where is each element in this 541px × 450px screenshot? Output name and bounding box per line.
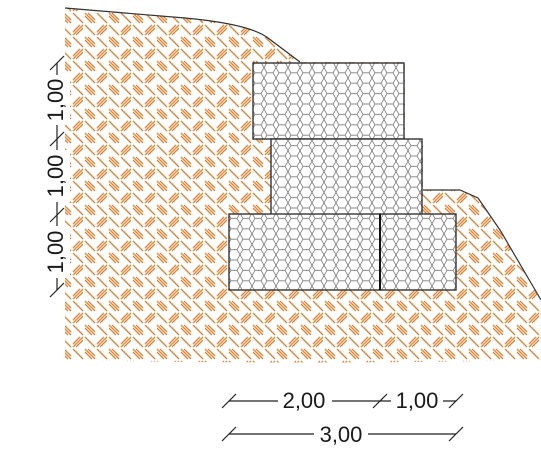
dim-vertical-top: 1,00 [43,79,68,122]
ground-surface-line [64,7,301,63]
dim-vertical-middle: 1,00 [43,155,68,198]
dim-width-total: 3,00 [320,422,363,447]
horizontal-dimension-split: 2,00 1,00 [221,386,464,413]
dim-width-left: 2,00 [283,388,326,413]
vertical-dimension: 1,00 1,00 1,00 [42,55,70,298]
dim-vertical-bottom: 1,00 [43,231,68,274]
gabion-boxes [228,62,457,291]
gabion-bottom-right [379,213,457,291]
ground-surface-line-right [423,189,541,301]
dim-width-right: 1,00 [396,388,439,413]
gabion-middle [270,138,423,216]
gabion-top [252,62,405,140]
horizontal-dimension-total: 3,00 [221,420,464,447]
gabion-bottom-left [228,213,381,291]
